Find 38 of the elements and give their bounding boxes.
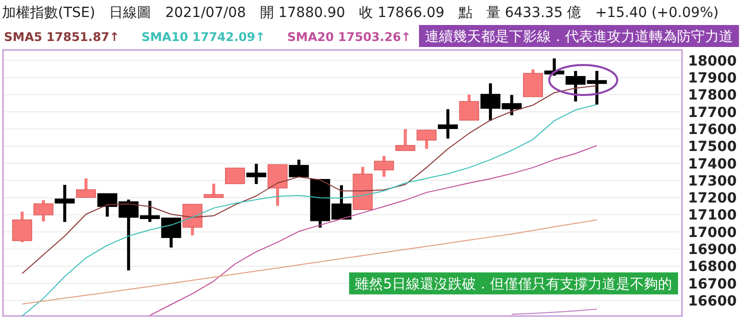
candlestick: [204, 184, 224, 198]
candlestick: [288, 160, 309, 178]
candlestick: [438, 109, 458, 139]
y-tick-label: 16600: [688, 294, 737, 310]
y-tick-label: 16800: [688, 259, 737, 276]
text: SMA20 17503.26↑: [287, 30, 412, 44]
candlestick: [33, 200, 54, 222]
candlestick: [395, 129, 416, 151]
candlestick: [523, 69, 543, 98]
y-tick-label: 16900: [688, 242, 737, 258]
candlestick: [182, 204, 202, 236]
candlestick: [225, 168, 245, 184]
y-tick-label: 17800: [688, 88, 737, 104]
candlestick: [268, 164, 288, 206]
y-tick-label: 17900: [688, 70, 737, 86]
candlestick: [54, 184, 75, 222]
y-tick-label: 16700: [688, 276, 737, 292]
candlestick: [76, 178, 96, 198]
y-tick-label: 17000: [688, 224, 737, 241]
y-tick-label: 17700: [688, 104, 737, 121]
candlestick: [416, 130, 437, 149]
candlestick: [12, 212, 32, 242]
chart-title: 加權指數(TSE) 日線圖 2021/07/08 開 17880.90 收 17866.09 點 量 6433.35 億 +15.40 (+0.09%): [2, 5, 719, 21]
line-series: [22, 85, 598, 274]
y-tick-label: 17200: [688, 190, 737, 207]
candlestick: [459, 94, 480, 121]
y-tick-label: 17100: [688, 208, 737, 224]
annotation: 雖然5日線還沒跌破．但僅僅只有支撐力道是不夠的: [355, 276, 672, 292]
text: SMA5 17851.87↑: [4, 30, 120, 44]
y-tick-label: 17300: [688, 173, 737, 190]
y-tick-label: 17500: [688, 139, 737, 156]
text: 連續幾天都是下影線．代表進攻力道轉為防守力道: [425, 29, 733, 45]
y-tick-label: 18000: [688, 53, 737, 70]
text: SMA10 17742.09↑: [141, 30, 266, 44]
candlestick: [374, 156, 394, 177]
y-tick-label: 17600: [688, 122, 737, 138]
y-tick-label: 17400: [688, 156, 737, 172]
candlestick: [246, 164, 266, 184]
